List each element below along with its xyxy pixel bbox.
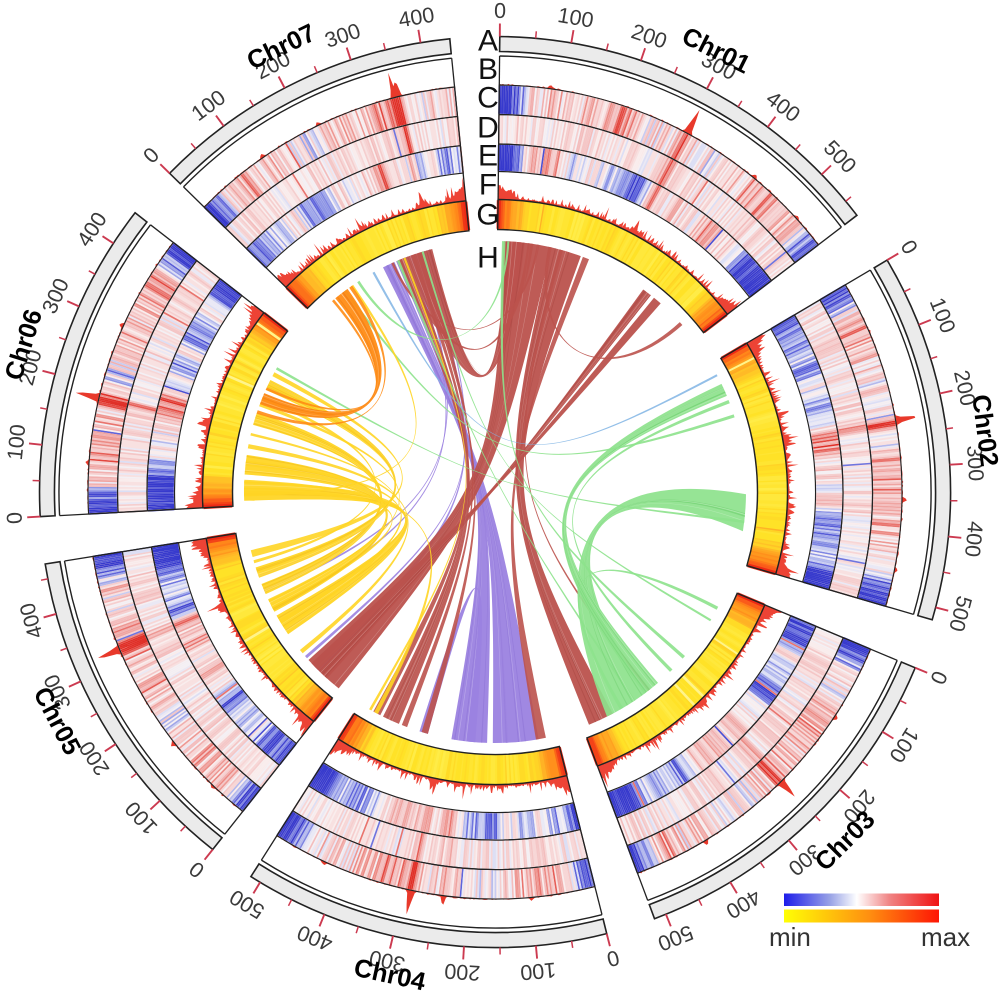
svg-text:0: 0 xyxy=(2,511,27,524)
svg-text:H: H xyxy=(477,242,499,275)
svg-text:100: 100 xyxy=(556,3,595,33)
svg-text:E: E xyxy=(478,140,498,173)
svg-text:300: 300 xyxy=(962,445,988,482)
svg-text:400: 400 xyxy=(960,520,987,558)
svg-text:100: 100 xyxy=(3,423,31,461)
svg-text:0: 0 xyxy=(494,0,506,23)
svg-text:0: 0 xyxy=(604,945,622,971)
svg-text:min: min xyxy=(769,922,811,952)
svg-text:C: C xyxy=(477,82,499,115)
svg-text:max: max xyxy=(921,922,970,952)
svg-text:A: A xyxy=(478,25,498,58)
svg-text:G: G xyxy=(476,199,499,232)
svg-text:200: 200 xyxy=(444,959,481,985)
svg-text:B: B xyxy=(478,53,498,86)
svg-text:100: 100 xyxy=(519,958,557,985)
svg-text:F: F xyxy=(479,169,497,202)
svg-text:D: D xyxy=(477,112,499,145)
svg-text:400: 400 xyxy=(397,3,436,33)
